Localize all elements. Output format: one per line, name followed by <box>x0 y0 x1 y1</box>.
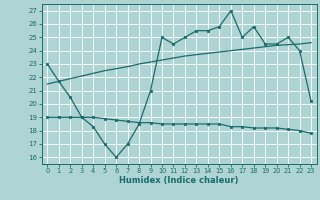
X-axis label: Humidex (Indice chaleur): Humidex (Indice chaleur) <box>119 176 239 185</box>
